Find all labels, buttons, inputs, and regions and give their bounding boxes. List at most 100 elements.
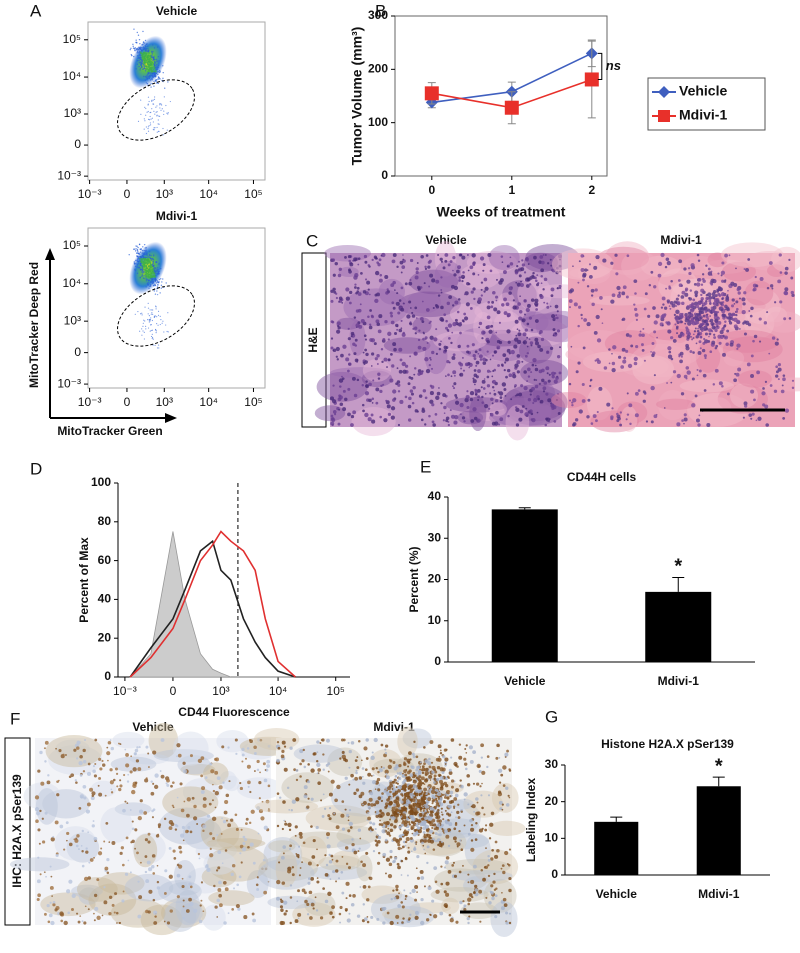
nucleus xyxy=(374,357,378,361)
nucleus xyxy=(496,339,501,344)
nucleus xyxy=(172,849,176,853)
nucleus xyxy=(777,279,782,284)
nucleus xyxy=(424,357,429,362)
nucleus xyxy=(502,897,507,902)
nucleus xyxy=(464,362,469,367)
side-label-box xyxy=(4,737,31,926)
nucleus xyxy=(458,829,461,833)
cell-event xyxy=(136,52,138,54)
cell-event xyxy=(152,44,154,46)
nucleus xyxy=(172,806,175,809)
nucleus xyxy=(390,314,394,318)
nucleus xyxy=(413,351,418,356)
x-tick-label: 10⁻³ xyxy=(78,395,102,409)
nucleus xyxy=(396,862,400,866)
nucleus xyxy=(524,354,528,358)
nucleus xyxy=(490,324,494,328)
nucleus xyxy=(467,873,470,876)
cell-event xyxy=(134,49,136,51)
nucleus xyxy=(516,282,521,287)
nucleus xyxy=(405,776,410,781)
nucleus xyxy=(362,884,367,889)
nucleus xyxy=(384,769,389,774)
gate xyxy=(117,79,195,141)
nucleus xyxy=(328,853,331,857)
cell-event xyxy=(141,265,143,268)
nucleus xyxy=(420,810,422,812)
nucleus xyxy=(415,755,419,759)
nucleus xyxy=(82,748,86,753)
nucleus xyxy=(469,397,474,402)
nucleus xyxy=(637,389,641,392)
nucleus xyxy=(499,396,503,399)
cell-event xyxy=(147,127,149,130)
nucleus xyxy=(751,412,755,416)
nucleus xyxy=(429,384,433,388)
nucleus xyxy=(365,757,369,760)
nucleus xyxy=(523,385,528,391)
nucleus xyxy=(385,872,387,875)
nucleus xyxy=(191,796,195,800)
nucleus xyxy=(407,382,411,386)
nucleus xyxy=(420,254,424,259)
nucleus xyxy=(680,355,683,358)
nucleus xyxy=(595,419,598,423)
tissue-patch xyxy=(766,264,786,277)
nucleus xyxy=(490,884,494,888)
cell-event xyxy=(159,292,161,294)
nucleus xyxy=(379,819,381,822)
cell-event xyxy=(143,60,146,63)
nucleus xyxy=(101,759,104,763)
cell-event xyxy=(151,264,153,266)
nucleus xyxy=(98,776,102,780)
nucleus xyxy=(737,367,742,372)
nucleus xyxy=(499,417,504,422)
nucleus xyxy=(538,260,542,264)
nucleus xyxy=(482,269,485,272)
nucleus xyxy=(339,402,344,406)
nucleus xyxy=(224,887,229,892)
cell-event xyxy=(137,246,139,249)
cell-event xyxy=(144,259,146,261)
nucleus xyxy=(409,279,412,282)
nucleus xyxy=(404,894,408,898)
nucleus xyxy=(424,267,428,271)
tissue-patch xyxy=(444,858,511,875)
nucleus xyxy=(590,422,594,425)
nucleus xyxy=(43,871,46,873)
nucleus xyxy=(308,890,313,895)
nucleus xyxy=(488,837,492,840)
nucleus xyxy=(475,364,478,367)
cell-event xyxy=(139,313,142,315)
nucleus xyxy=(252,918,257,923)
nucleus xyxy=(386,791,389,794)
nucleus xyxy=(239,786,243,791)
cell-event xyxy=(137,120,140,123)
nucleus xyxy=(418,329,421,332)
nucleus xyxy=(510,398,513,401)
side-label: H&E xyxy=(306,327,320,352)
cell-event xyxy=(161,108,163,110)
nucleus xyxy=(299,835,303,839)
cell-event xyxy=(143,56,145,58)
cell-event xyxy=(156,71,159,73)
nucleus xyxy=(244,838,248,842)
cell-event xyxy=(141,275,143,277)
nucleus xyxy=(501,382,507,387)
nucleus xyxy=(465,744,468,747)
nucleus xyxy=(628,403,633,408)
nucleus xyxy=(331,858,334,861)
nucleus xyxy=(188,897,192,902)
nucleus xyxy=(217,850,222,855)
nucleus xyxy=(596,338,602,343)
nucleus xyxy=(725,316,728,318)
nucleus xyxy=(537,344,541,349)
nucleus xyxy=(530,371,533,374)
nucleus xyxy=(458,276,462,279)
cell-event xyxy=(147,45,149,48)
nucleus xyxy=(144,855,148,858)
nucleus xyxy=(416,855,420,859)
nucleus xyxy=(700,283,704,286)
ihc-image xyxy=(9,722,298,936)
nucleus xyxy=(215,757,219,762)
